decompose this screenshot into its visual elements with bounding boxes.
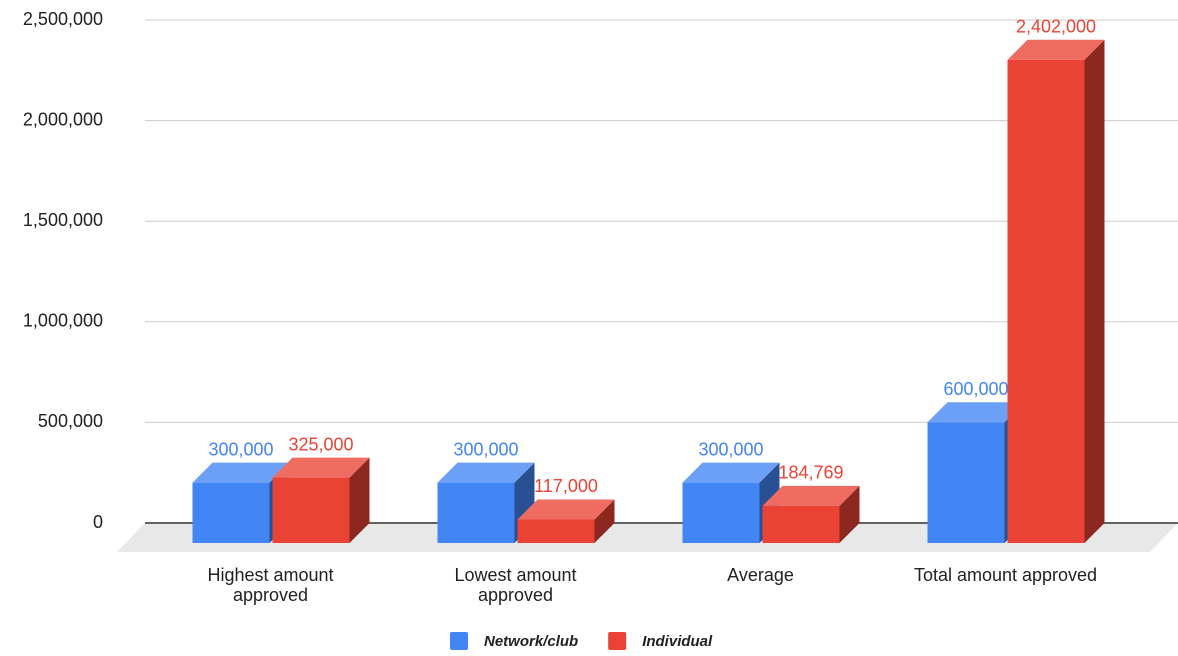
x-tick-label: Highest amount approved [207,565,334,605]
bar-top [762,485,860,506]
y-tick-label: 2,000,000 [23,109,103,129]
bar-front [927,422,1005,543]
floor [117,523,1178,552]
value-label: 600,000 [943,379,1008,399]
bar [1007,39,1105,544]
bar [517,499,615,543]
value-label: 300,000 [208,439,273,459]
bar-side [349,457,370,543]
bar-front [517,519,595,543]
value-label: 2,402,000 [1016,16,1096,36]
value-label: 300,000 [453,439,518,459]
bar-side [594,499,615,543]
legend-swatch [450,632,468,650]
bar-top [682,462,780,483]
bar-front [682,482,760,543]
y-tick-label: 500,000 [38,411,103,431]
y-tick-label: 1,000,000 [23,311,103,331]
bar-top [927,402,1025,423]
x-tick-label: Average [727,565,794,585]
y-tick-label: 0 [93,512,103,532]
x-tick-label: Lowest amount approved [454,565,577,605]
bar-top [517,499,615,520]
x-tick-label: Total amount approved [913,565,1098,585]
bar-top [272,457,370,478]
bar-front [272,477,350,543]
value-label: 300,000 [698,439,763,459]
value-label: 325,000 [288,434,353,454]
bar-front [1007,59,1085,544]
bar-top [192,462,290,483]
bar [762,485,860,543]
legend-swatch [608,632,627,650]
legend-label: Network/club [484,633,578,650]
y-tick-label: 1,500,000 [23,210,103,230]
bar-top [1007,39,1105,60]
bar-side [1084,39,1105,544]
value-label: 184,769 [778,463,843,483]
y-tick-label: 2,500,000 [23,9,103,29]
value-label: 117,000 [534,476,598,496]
legend-label: Individual [642,633,713,650]
bar [272,457,370,543]
bar-front [437,482,515,543]
bar-front [762,505,840,543]
bar-side [839,485,860,543]
bar-front [192,482,270,543]
bar [437,462,535,543]
bar-top [437,462,535,483]
